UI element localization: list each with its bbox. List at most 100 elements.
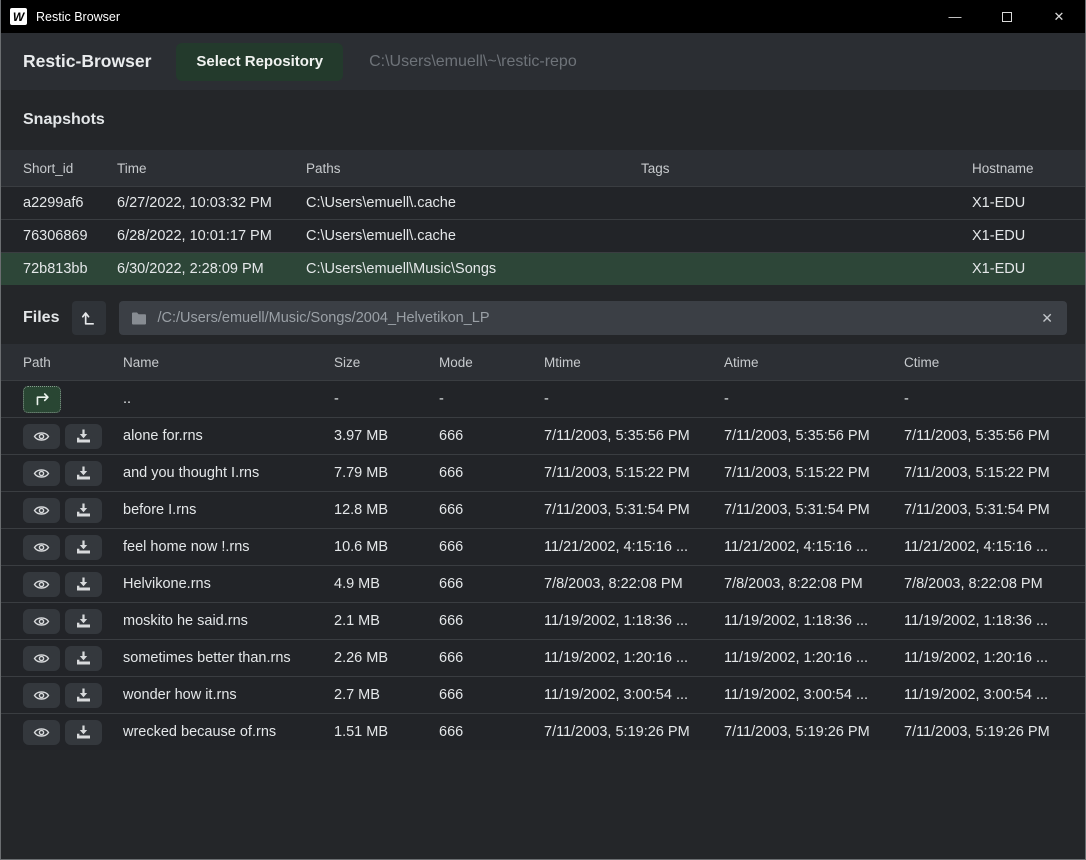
download-icon: [76, 503, 91, 517]
close-icon: ✕: [1054, 9, 1065, 25]
file-size: 2.1 MB: [334, 613, 439, 629]
snapshot-short-id: 76306869: [23, 228, 117, 244]
go-to-parent-button[interactable]: [23, 386, 61, 413]
file-size: 2.26 MB: [334, 650, 439, 666]
snapshot-time: 6/30/2022, 2:28:09 PM: [117, 261, 306, 277]
minimize-button[interactable]: —: [929, 0, 981, 33]
file-atime: 7/11/2003, 5:15:22 PM: [724, 465, 904, 481]
file-row: feel home now !.rns 10.6 MB 666 11/21/20…: [1, 528, 1085, 565]
file-name: feel home now !.rns: [123, 539, 334, 555]
maximize-icon: [1002, 12, 1012, 22]
maximize-button[interactable]: [981, 0, 1033, 33]
file-row: sometimes better than.rns 2.26 MB 666 11…: [1, 639, 1085, 676]
file-row: wrecked because of.rns 1.51 MB 666 7/11/…: [1, 713, 1085, 750]
clear-path-button[interactable]: ✕: [1039, 310, 1055, 327]
eye-icon: [33, 615, 50, 628]
files-path-input[interactable]: /C:/Users/emuell/Music/Songs/2004_Helvet…: [119, 301, 1067, 335]
file-row: Helvikone.rns 4.9 MB 666 7/8/2003, 8:22:…: [1, 565, 1085, 602]
preview-file-button[interactable]: [23, 609, 60, 634]
download-file-button[interactable]: [65, 609, 102, 634]
snapshot-row[interactable]: a2299af6 6/27/2022, 10:03:32 PM C:\Users…: [1, 186, 1085, 219]
file-name: before I.rns: [123, 502, 334, 518]
level-up-button[interactable]: [72, 301, 106, 335]
files-col-atime: Atime: [724, 355, 904, 370]
snapshots-col-tags: Tags: [641, 161, 972, 176]
eye-icon: [33, 726, 50, 739]
preview-file-button[interactable]: [23, 646, 60, 671]
files-col-mtime: Mtime: [544, 355, 724, 370]
download-file-button[interactable]: [65, 424, 102, 449]
file-ctime: 11/19/2002, 3:00:54 ...: [904, 687, 1085, 703]
preview-file-button[interactable]: [23, 535, 60, 560]
snapshot-time: 6/28/2022, 10:01:17 PM: [117, 228, 306, 244]
file-atime: 7/11/2003, 5:31:54 PM: [724, 502, 904, 518]
file-size: 10.6 MB: [334, 539, 439, 555]
download-file-button[interactable]: [65, 646, 102, 671]
eye-icon: [33, 578, 50, 591]
download-file-button[interactable]: [65, 683, 102, 708]
file-mtime: 11/19/2002, 3:00:54 ...: [544, 687, 724, 703]
file-row: before I.rns 12.8 MB 666 7/11/2003, 5:31…: [1, 491, 1085, 528]
snapshot-row[interactable]: 72b813bb 6/30/2022, 2:28:09 PM C:\Users\…: [1, 252, 1085, 285]
files-col-ctime: Ctime: [904, 355, 1085, 370]
download-file-button[interactable]: [65, 572, 102, 597]
file-mode: 666: [439, 502, 544, 518]
close-button[interactable]: ✕: [1033, 0, 1085, 33]
snapshots-col-short-id: Short_id: [23, 161, 117, 176]
preview-file-button[interactable]: [23, 572, 60, 597]
preview-file-button[interactable]: [23, 461, 60, 486]
file-mode: 666: [439, 687, 544, 703]
snapshot-short-id: a2299af6: [23, 195, 117, 211]
app-logo-icon: W: [10, 8, 27, 25]
parent-row-mode: -: [439, 391, 544, 407]
file-size: 2.7 MB: [334, 687, 439, 703]
repository-path-text: C:\Users\emuell\~\restic-repo: [369, 53, 577, 71]
files-bar: Files /C:/Users/emuell/Music/Songs/2004_…: [1, 292, 1085, 344]
window-title: Restic Browser: [36, 10, 120, 24]
app-header: Restic-Browser Select Repository C:\User…: [1, 33, 1085, 90]
snapshots-col-time: Time: [117, 161, 306, 176]
file-ctime: 11/19/2002, 1:20:16 ...: [904, 650, 1085, 666]
level-up-icon: [79, 308, 99, 328]
file-mtime: 11/19/2002, 1:20:16 ...: [544, 650, 724, 666]
file-mode: 666: [439, 613, 544, 629]
file-mtime: 11/21/2002, 4:15:16 ...: [544, 539, 724, 555]
eye-icon: [33, 541, 50, 554]
download-file-button[interactable]: [65, 498, 102, 523]
folder-icon: [131, 312, 147, 325]
file-mtime: 11/19/2002, 1:18:36 ...: [544, 613, 724, 629]
clear-icon: ✕: [1041, 310, 1053, 326]
preview-file-button[interactable]: [23, 424, 60, 449]
snapshot-row[interactable]: 76306869 6/28/2022, 10:01:17 PM C:\Users…: [1, 219, 1085, 252]
download-file-button[interactable]: [65, 461, 102, 486]
file-size: 4.9 MB: [334, 576, 439, 592]
window-controls: — ✕: [929, 0, 1085, 33]
file-mode: 666: [439, 650, 544, 666]
snapshot-hostname: X1-EDU: [972, 228, 1085, 244]
download-icon: [76, 540, 91, 554]
eye-icon: [33, 467, 50, 480]
file-ctime: 11/21/2002, 4:15:16 ...: [904, 539, 1085, 555]
download-file-button[interactable]: [65, 720, 102, 745]
download-icon: [76, 725, 91, 739]
app-title: Restic-Browser: [23, 51, 151, 72]
app-window: W Restic Browser — ✕ Restic-Browser Sele…: [0, 0, 1086, 860]
file-atime: 7/11/2003, 5:35:56 PM: [724, 428, 904, 444]
parent-row-ctime: -: [904, 391, 1085, 407]
file-mtime: 7/11/2003, 5:35:56 PM: [544, 428, 724, 444]
file-mode: 666: [439, 724, 544, 740]
file-mtime: 7/11/2003, 5:31:54 PM: [544, 502, 724, 518]
file-row: moskito he said.rns 2.1 MB 666 11/19/200…: [1, 602, 1085, 639]
preview-file-button[interactable]: [23, 683, 60, 708]
download-icon: [76, 577, 91, 591]
snapshots-table-header: Short_id Time Paths Tags Hostname: [1, 150, 1085, 186]
parent-row-size: -: [334, 391, 439, 407]
snapshots-table-body: a2299af6 6/27/2022, 10:03:32 PM C:\Users…: [1, 186, 1085, 285]
snapshots-col-paths: Paths: [306, 161, 641, 176]
preview-file-button[interactable]: [23, 498, 60, 523]
select-repository-button[interactable]: Select Repository: [176, 43, 343, 81]
download-file-button[interactable]: [65, 535, 102, 560]
preview-file-button[interactable]: [23, 720, 60, 745]
file-ctime: 7/11/2003, 5:15:22 PM: [904, 465, 1085, 481]
file-mtime: 7/11/2003, 5:19:26 PM: [544, 724, 724, 740]
